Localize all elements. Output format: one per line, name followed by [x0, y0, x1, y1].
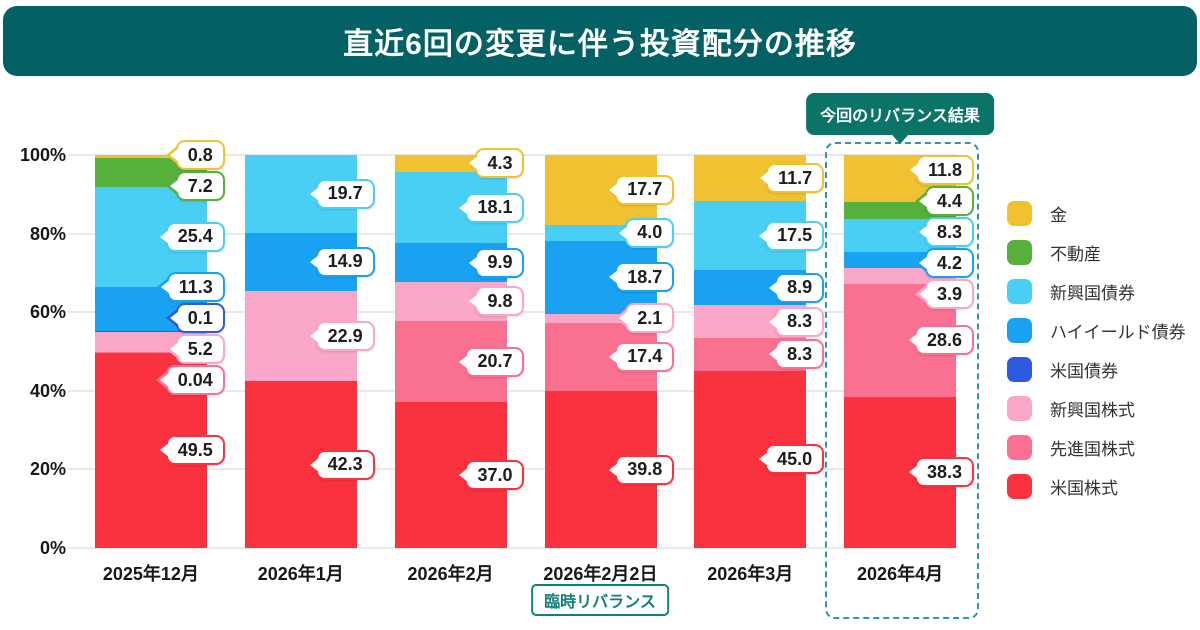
value-label: 19.7 [315, 178, 375, 209]
x-axis-label: 2026年2月2日 [543, 564, 658, 584]
bar-group: 11.8 4.4 8.3 4.2 3.9 28.6 38.3 2026年4月 [825, 155, 975, 584]
value-label: 0.8 [175, 140, 225, 170]
value-label: 9.9 [475, 247, 525, 278]
plot-area: 0% 20% 40% 60% 80% 100% 0.8 7.2 25.4 11.3 0.1 5.2 0.… [20, 140, 975, 584]
value-label: 28.6 [914, 325, 974, 356]
value-label: 25.4 [165, 221, 225, 252]
legend-item: 新興国債券 [1007, 279, 1186, 304]
value-label: 18.7 [615, 262, 675, 293]
value-label: 4.4 [924, 186, 974, 217]
x-axis-label: 2025年12月 [102, 564, 199, 584]
legend-swatch [1007, 318, 1032, 343]
y-axis-tick-label: 100% [19, 145, 66, 165]
value-label: 2.1 [625, 303, 675, 334]
value-label: 11.3 [166, 272, 225, 303]
value-label: 39.8 [615, 454, 675, 485]
x-axis-label: 2026年3月 [707, 564, 794, 584]
value-label: 18.1 [465, 192, 525, 223]
y-axis-tick-label: 80% [29, 223, 66, 244]
legend-swatch [1007, 201, 1032, 226]
bar-segment [544, 314, 657, 323]
legend-label: 金 [1050, 206, 1067, 225]
value-label: 11.7 [766, 163, 825, 194]
value-label: 38.3 [914, 457, 974, 488]
legend-item: 金 [1007, 201, 1186, 226]
legend-item: 米国債券 [1007, 357, 1186, 382]
value-label: 17.5 [765, 220, 825, 251]
x-axis-label: 2026年2月 [407, 564, 494, 584]
y-axis-tick-label: 0% [39, 538, 66, 558]
legend: 金不動産新興国債券ハイイールド債券 米国債券新興国株式先進国株式米国株式 [1007, 201, 1186, 499]
value-label: 8.9 [775, 272, 825, 303]
temporary-rebalance-badge: 臨時リバランス [531, 584, 669, 616]
x-axis-label: 2026年4月 [857, 564, 944, 584]
value-label: 11.8 [915, 155, 974, 186]
value-label: 4.0 [625, 217, 675, 248]
legend-item: 先進国株式 [1007, 435, 1186, 460]
bar-group: 19.7 14.9 22.9 42.3 2026年1月 [226, 155, 376, 584]
legend-label: 米国株式 [1050, 479, 1118, 498]
value-label: 8.3 [775, 306, 825, 337]
legend-label: 米国債券 [1050, 362, 1118, 381]
y-axis-tick-label: 20% [29, 459, 66, 480]
legend-label: ハイイールド債券 [1050, 323, 1186, 342]
value-label: 17.4 [615, 341, 675, 372]
legend-swatch [1007, 474, 1032, 499]
legend-label: 先進国株式 [1050, 440, 1135, 459]
value-label: 7.2 [175, 171, 225, 201]
legend-swatch [1007, 357, 1032, 382]
value-label: 3.9 [924, 279, 974, 310]
y-axis-tick-label: 40% [29, 380, 66, 401]
legend-item: 米国株式 [1007, 474, 1186, 499]
value-label: 4.3 [475, 148, 525, 179]
gridline [68, 389, 958, 392]
value-label: 8.3 [924, 217, 974, 248]
legend-swatch [1007, 279, 1032, 304]
current-rebalance-badge: 今回のリバランス結果 [806, 93, 994, 135]
bar-group: 0.8 7.2 25.4 11.3 0.1 5.2 0.04 49.5 2025年12月 [76, 140, 226, 584]
value-label: 0.04 [165, 365, 225, 396]
legend-item: 不動産 [1007, 240, 1186, 265]
value-label: 5.2 [175, 334, 225, 365]
y-axis-tick-label: 60% [29, 302, 66, 323]
value-label: 20.7 [465, 346, 525, 377]
legend-swatch [1007, 435, 1032, 460]
bar-group: 4.3 18.1 9.9 9.8 20.7 37.0 2026年2月 [376, 148, 526, 584]
stacked-bar [244, 155, 357, 548]
gridline [68, 547, 958, 549]
value-label: 4.2 [924, 248, 974, 279]
page-title: 直近6回の変更に伴う投資配分の推移 [343, 28, 857, 61]
bar-group: 11.7 17.5 8.9 8.3 8.3 45.0 2026年3月 [675, 155, 825, 584]
value-label: 49.5 [165, 435, 225, 466]
value-label: 0.1 [175, 303, 225, 334]
gridline [68, 232, 958, 235]
value-label: 14.9 [315, 246, 375, 277]
legend-swatch [1007, 240, 1032, 265]
value-label: 45.0 [765, 444, 825, 475]
legend-label: 新興国債券 [1050, 284, 1135, 303]
value-label: 9.8 [475, 286, 525, 317]
legend-swatch [1007, 396, 1032, 421]
value-label: 8.3 [775, 339, 825, 370]
value-label: 22.9 [315, 321, 375, 352]
legend-item: ハイイールド債券 [1007, 318, 1186, 343]
bar-segment [95, 155, 207, 159]
value-label: 37.0 [465, 460, 525, 491]
legend-label: 不動産 [1050, 245, 1101, 264]
legend-label: 新興国株式 [1050, 401, 1135, 420]
legend-item: 新興国株式 [1007, 396, 1186, 421]
title-bar: 直近6回の変更に伴う投資配分の推移 [3, 6, 1197, 76]
x-axis-label: 2026年1月 [257, 564, 344, 584]
value-label: 17.7 [615, 174, 675, 205]
value-label: 42.3 [315, 449, 375, 480]
bar-group: 17.7 4.0 18.7 2.1 17.4 39.8 2026年2月2日 [526, 155, 676, 584]
